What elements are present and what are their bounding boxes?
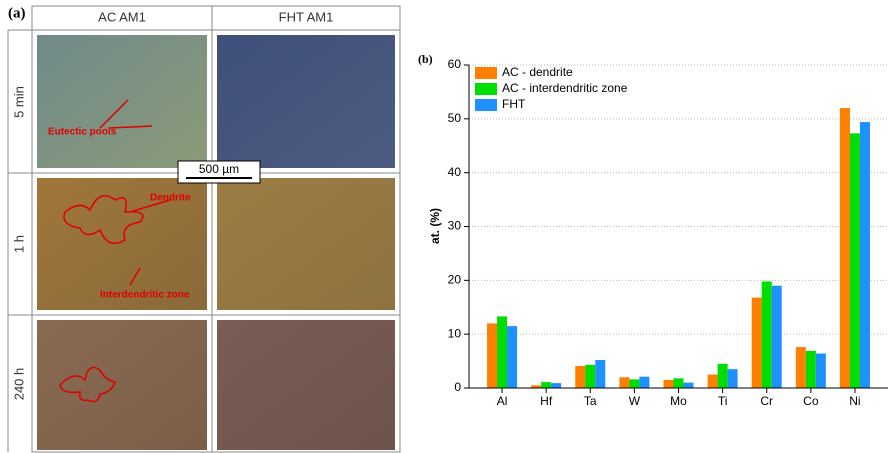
bar [805, 350, 816, 388]
y-tick-label: 30 [448, 219, 462, 233]
panel-label: (a) [8, 5, 26, 21]
row-header: 1 h [11, 235, 26, 253]
bar [507, 326, 518, 388]
bar [751, 297, 762, 388]
annotation: Dendrite [150, 193, 191, 204]
bar [727, 369, 738, 388]
y-tick-label: 60 [448, 57, 462, 71]
row-header: 240 h [11, 368, 26, 401]
bar [849, 133, 860, 388]
bar [839, 108, 850, 389]
panel-label: (b) [418, 52, 433, 66]
micrograph [37, 35, 207, 168]
bar [629, 379, 640, 388]
micrograph-panel: (a) AC AM1 FHT AM1 5 min 1 h 240 h Eutec… [7, 5, 401, 453]
bar [707, 374, 718, 388]
x-tick-label: Al [497, 394, 508, 408]
row-header: 5 min [11, 86, 26, 118]
y-tick-label: 10 [448, 326, 462, 340]
x-tick-label: Co [803, 394, 819, 408]
micrograph [217, 320, 395, 450]
x-tick-label: Mo [670, 394, 687, 408]
bar [595, 360, 606, 388]
bar [815, 353, 826, 388]
bar [531, 385, 542, 388]
y-tick-label: 20 [448, 273, 462, 287]
bar [497, 316, 508, 388]
micrograph [37, 320, 207, 450]
bar [761, 281, 772, 388]
bar-chart: (b) at. (%) 0 10 20 30 40 50 60 Al Hf Ta W Mo Ti Cr Co… [418, 52, 888, 408]
bar [859, 122, 870, 389]
x-tick-label: Ti [718, 394, 728, 408]
y-tick-label: 40 [448, 165, 462, 179]
bar [551, 383, 562, 388]
annotation-shapes [59, 99, 171, 403]
x-tick-label: Ta [584, 394, 597, 408]
bar [619, 377, 630, 388]
y-axis-label: at. (%) [428, 208, 442, 244]
x-tick-label: Cr [760, 394, 773, 408]
micrograph [217, 35, 395, 168]
y-tick-label: 0 [454, 380, 461, 394]
bar [585, 364, 596, 388]
bar [639, 376, 650, 388]
legend-swatch [475, 67, 497, 79]
x-tick-label: Hf [540, 394, 553, 408]
y-tick-label: 50 [448, 111, 462, 125]
annotation: Eutectic pools [48, 127, 117, 138]
legend-label: FHT [502, 97, 526, 111]
legend-swatch [475, 83, 497, 95]
annotation: Interdendritic zone [100, 290, 190, 301]
x-tick-label: W [629, 394, 641, 408]
bar [717, 363, 728, 388]
column-header: AC AM1 [98, 9, 146, 24]
table-grid [7, 5, 401, 453]
bar [683, 382, 694, 388]
bar [575, 365, 586, 388]
x-tick-label: Ni [849, 394, 860, 408]
column-header: FHT AM1 [279, 9, 334, 24]
bar [663, 379, 674, 388]
bar [487, 323, 498, 388]
micrograph [37, 178, 207, 310]
scale-label: 500 µm [199, 162, 239, 176]
bar [673, 378, 684, 388]
legend-label: AC - dendrite [502, 65, 573, 79]
legend-swatch [475, 99, 497, 111]
bar [795, 347, 806, 388]
legend-label: AC - interdendritic zone [502, 81, 628, 95]
micrograph [217, 178, 395, 310]
bar [771, 285, 782, 388]
bar [541, 382, 552, 388]
